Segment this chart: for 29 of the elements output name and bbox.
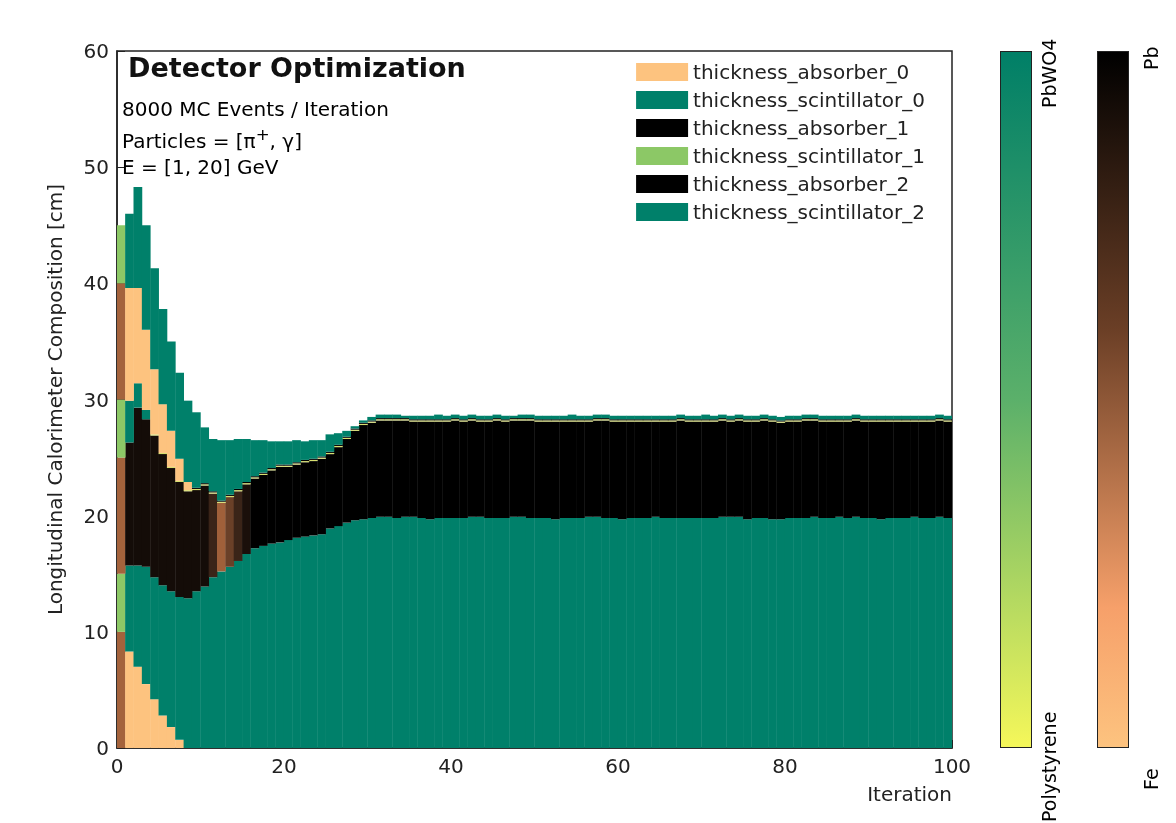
x-tick-label: 80	[772, 754, 798, 778]
y-tick-label: 20	[83, 503, 109, 528]
annotation: 8000 MC Events / Iteration	[122, 96, 389, 122]
text: Polystyrene	[1038, 711, 1060, 822]
y-tick-label: 50	[83, 155, 109, 180]
text: Fe	[1140, 768, 1162, 790]
legend-label: thickness_absorber_2	[693, 172, 910, 196]
y-tick-label: 0	[96, 736, 109, 760]
annotation: Particles = [π$^{+}$, γ]	[122, 124, 303, 154]
text: PbWO4	[1038, 38, 1060, 108]
chart-title: Detector Optimization	[128, 52, 466, 83]
x-tick-label: 20	[271, 754, 297, 778]
annotation: E = [1, 20] GeV	[122, 153, 280, 180]
x-axis-title: Iteration	[867, 782, 952, 806]
x-tick-label: 60	[605, 754, 631, 778]
legend-label: thickness_absorber_1	[693, 116, 910, 140]
legend-label: thickness_scintillator_0	[693, 88, 926, 112]
y-axis-title: Longitudinal Calorimeter Composition [cm]	[43, 183, 67, 616]
x-tick-label: 40	[438, 754, 464, 778]
text: Pb	[1140, 46, 1162, 70]
y-tick-label: 30	[83, 387, 109, 412]
x-tick-label: 100	[932, 754, 972, 778]
legend-label: thickness_scintillator_1	[693, 144, 926, 168]
y-tick-label: 60	[83, 39, 109, 63]
legend-label: thickness_scintillator_2	[693, 200, 926, 224]
y-tick-label: 10	[83, 619, 109, 644]
y-tick-label: 40	[83, 271, 109, 296]
x-tick-label: 0	[110, 754, 124, 778]
legend-label: thickness_absorber_0	[693, 60, 910, 84]
